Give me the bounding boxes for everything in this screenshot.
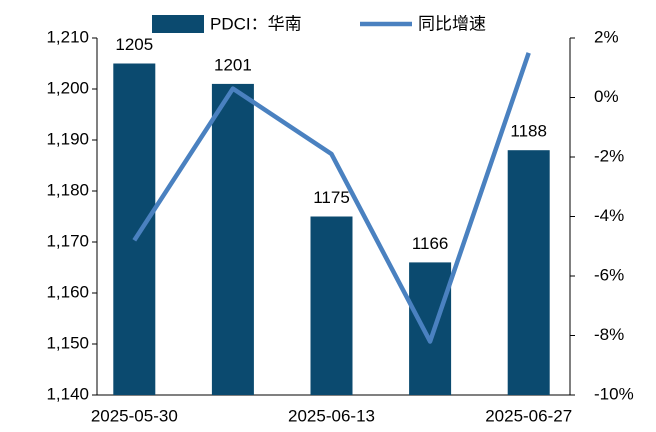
y2-tick-label: -6% [594, 265, 624, 284]
legend-label: 同比增速 [418, 14, 486, 33]
legend-label: PDCI：华南 [210, 14, 302, 33]
data-label: 1166 [412, 234, 449, 253]
y-tick-label: 1,170 [46, 231, 89, 250]
y2-tick-label: -10% [594, 384, 634, 403]
bar [211, 83, 254, 396]
y2-tick-label: -2% [594, 146, 624, 165]
data-label: 1205 [115, 35, 153, 54]
data-label: 1175 [313, 188, 350, 207]
y2-tick-label: -8% [594, 325, 624, 344]
bar [113, 63, 156, 395]
y-tick-label: 1,200 [46, 78, 89, 97]
data-label: 1201 [214, 55, 252, 74]
y2-tick-label: -4% [594, 206, 624, 225]
x-tick-label: 2025-06-13 [288, 406, 375, 425]
x-tick-label: 2025-06-27 [485, 406, 572, 425]
bar [310, 216, 353, 395]
y-tick-label: 1,190 [46, 129, 89, 148]
legend-swatch [152, 15, 204, 33]
y-tick-label: 1,160 [46, 282, 89, 301]
y-tick-label: 1,210 [46, 27, 89, 46]
x-tick-label: 2025-05-30 [91, 406, 178, 425]
y-tick-label: 1,180 [46, 180, 89, 199]
y2-tick-label: 2% [594, 27, 619, 46]
bar [409, 262, 452, 395]
y-tick-label: 1,140 [46, 384, 89, 403]
y2-tick-label: 0% [594, 87, 619, 106]
bar [507, 150, 550, 395]
line [132, 52, 531, 344]
data-label: 1188 [510, 122, 547, 141]
y-tick-label: 1,150 [46, 333, 89, 352]
